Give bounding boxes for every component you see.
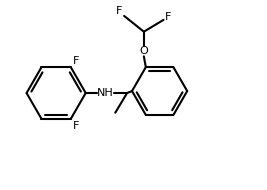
Text: F: F (165, 12, 172, 22)
Text: NH: NH (97, 88, 114, 98)
Text: F: F (116, 6, 122, 16)
Text: F: F (73, 120, 79, 131)
Text: O: O (139, 46, 148, 56)
Text: F: F (73, 55, 79, 66)
